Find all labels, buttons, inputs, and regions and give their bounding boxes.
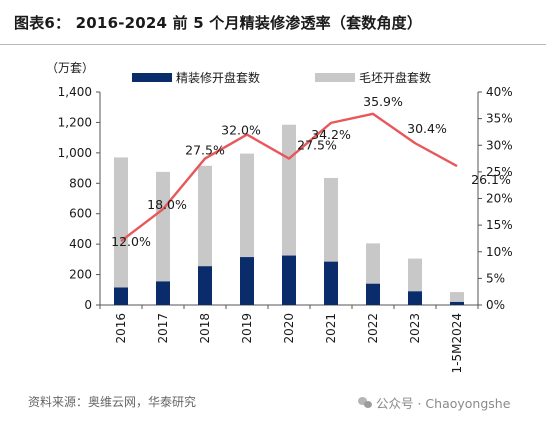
legend-swatch-fitted [132,73,172,82]
right-tick-label: 25% [486,165,513,179]
left-tick-label: 1,000 [58,146,92,160]
left-tick-label: 1,200 [58,115,92,129]
right-tick-label: 10% [486,245,513,259]
watermark: 公众号 · Chaoyongshe [358,393,510,412]
right-tick-label: 15% [486,218,513,232]
chart-title: 图表6： 2016-2024 前 5 个月精装修渗透率（套数角度） [14,14,423,32]
rate-data-label: 35.9% [363,94,403,109]
right-tick-label: 30% [486,138,513,152]
legend: 精装修开盘套数 毛坯开盘套数 [132,70,431,85]
rate-data-label: 32.0% [221,123,261,138]
rate-data-label: 27.5% [185,143,225,158]
bar-rough [450,292,464,302]
x-tick-label: 2022 [366,313,380,344]
bar-rough [240,153,254,258]
bar-rough [408,258,422,292]
rate-data-label: 12.0% [111,234,151,249]
plot-area: 0 200 400 600 800 1,000 1,200 1,400 0% 5% 10% 15% 20… [58,85,513,374]
rate-data-label: 27.5% [297,138,337,153]
bar-rough [324,177,338,262]
bar-fitted [240,257,254,305]
bar-fitted [450,301,464,305]
right-tick-label: 5% [486,271,505,285]
left-tick-label: 600 [69,207,92,221]
x-tick-label: 2023 [408,313,422,344]
left-tick-label: 200 [69,268,92,282]
title-divider [0,44,546,45]
left-tick-label: 400 [69,237,92,251]
penetration-rate-line [120,112,458,243]
source-note: 资料来源：奥维云网，华泰研究 [28,395,197,409]
right-tick-label: 0% [486,298,505,312]
x-tick-label: 2021 [324,313,338,344]
right-tick-label: 20% [486,192,513,206]
x-tick-label: 1-5M2024 [450,313,464,374]
x-tick-label: 2017 [156,313,170,344]
rate-data-label: 30.4% [407,121,447,136]
x-tick-label: 2018 [198,313,212,344]
bar-fitted [114,287,128,305]
bar-fitted [198,266,212,305]
rate-data-label: 26.1% [471,172,511,187]
bar-fitted [282,255,296,305]
bar-rough [282,124,296,256]
bar-rough [114,157,128,288]
rate-data-label: 34.2% [311,127,351,142]
left-axis-unit: （万套） [46,61,94,75]
bar-fitted [324,261,338,305]
bar-fitted [156,281,170,305]
left-tick-label: 1,400 [58,85,92,99]
bar-rough [156,171,170,282]
watermark-text: 公众号 · Chaoyongshe [376,396,511,411]
bar-rough [198,165,212,267]
bar-fitted [408,291,422,305]
left-tick-label: 0 [84,298,92,312]
legend-label-fitted: 精装修开盘套数 [176,70,260,85]
x-tick-label: 2019 [240,313,254,344]
legend-label-rough: 毛坯开盘套数 [359,70,431,85]
x-tick-label: 2016 [114,313,128,344]
bar-rough [366,243,380,284]
left-tick-label: 800 [69,176,92,190]
right-tick-label: 35% [486,112,513,126]
x-tick-label: 2020 [282,313,296,344]
right-tick-label: 40% [486,85,513,99]
wechat-icon [358,396,372,409]
legend-swatch-rough [315,73,355,82]
rate-data-label: 18.0% [147,197,187,212]
bar-fitted [366,283,380,305]
